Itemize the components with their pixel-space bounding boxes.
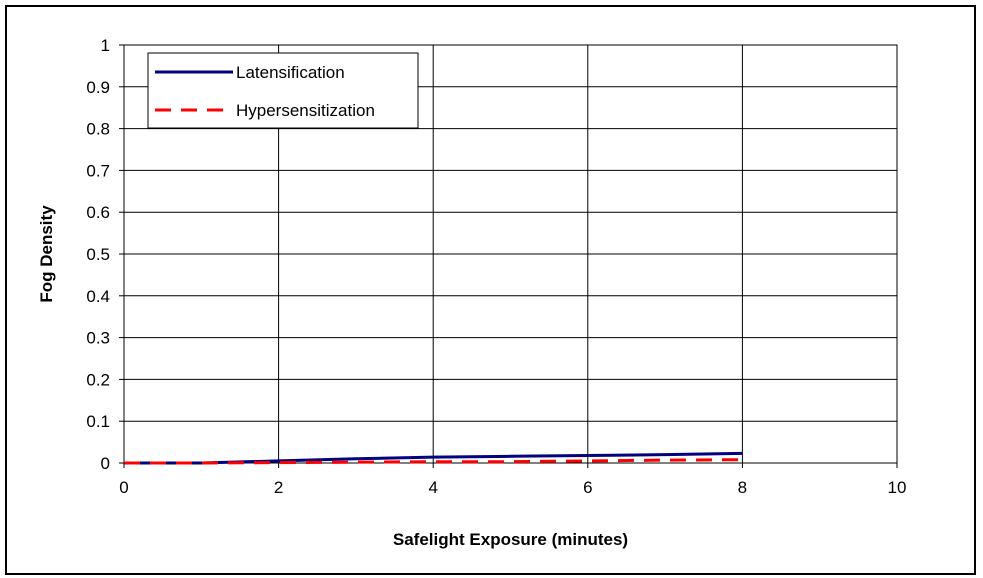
legend-label-latensification: Latensification <box>236 63 345 82</box>
y-tick-label: 0.1 <box>86 412 110 431</box>
x-tick-label: 4 <box>428 478 437 497</box>
x-tick-label: 0 <box>119 478 128 497</box>
y-tick-label: 0.2 <box>86 370 110 389</box>
x-axis-title: Safelight Exposure (minutes) <box>393 530 628 549</box>
y-tick-label: 0.4 <box>86 287 110 306</box>
legend-label-hypersensitization: Hypersensitization <box>236 101 375 120</box>
y-tick-label: 0.7 <box>86 161 110 180</box>
y-tick-label: 0.5 <box>86 245 110 264</box>
y-tick-label: 1 <box>101 36 110 55</box>
y-tick-label: 0.8 <box>86 120 110 139</box>
y-tick-label: 0.3 <box>86 329 110 348</box>
y-axis-title: Fog Density <box>37 205 56 303</box>
y-tick-label: 0.6 <box>86 203 110 222</box>
y-axis-ticks: 0 0.1 0.2 0.3 0.4 0.5 0.6 0.7 0.8 0.9 1 <box>86 36 124 473</box>
y-tick-label: 0 <box>101 454 110 473</box>
legend: Latensification Hypersensitization <box>148 53 418 128</box>
x-tick-label: 2 <box>274 478 283 497</box>
x-tick-label: 10 <box>888 478 907 497</box>
x-tick-label: 8 <box>738 478 747 497</box>
x-tick-label: 6 <box>583 478 592 497</box>
x-axis-ticks: 0 2 4 6 8 10 <box>119 463 906 497</box>
y-tick-label: 0.9 <box>86 78 110 97</box>
